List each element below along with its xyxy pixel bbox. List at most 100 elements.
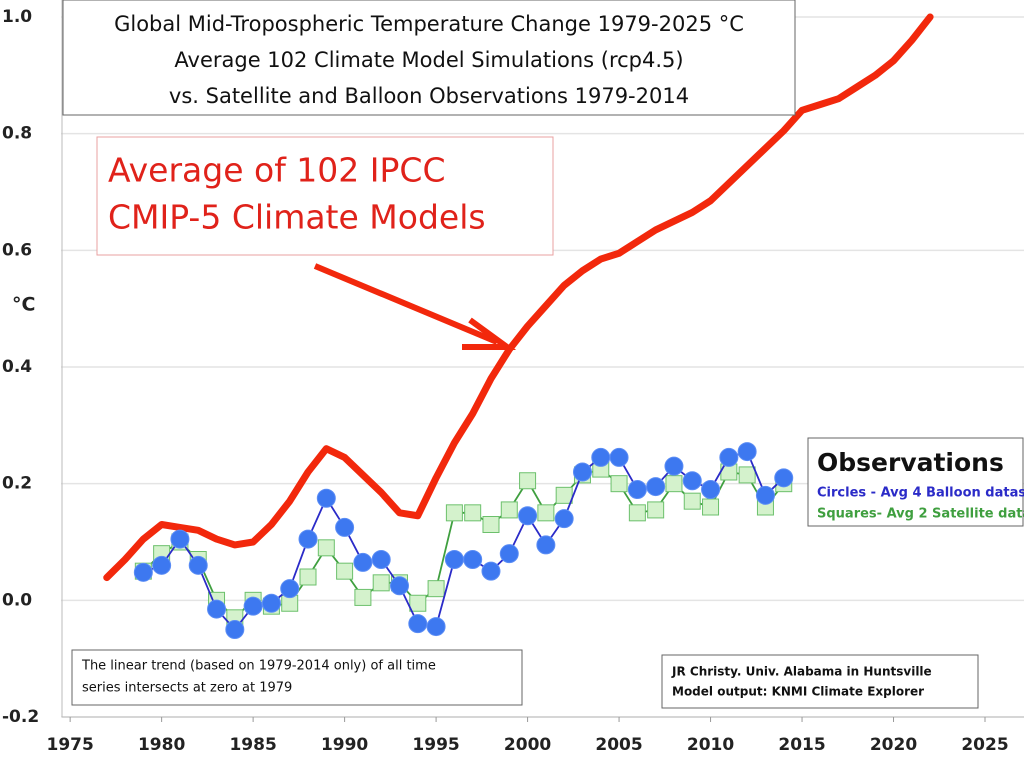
y-tick-label: 1.0 <box>2 7 32 27</box>
x-tick-label: 2010 <box>687 735 734 755</box>
data-point <box>683 492 701 510</box>
data-point <box>499 544 519 564</box>
title-box <box>62 0 796 116</box>
note: The linear trend (based on 1979-2014 onl… <box>81 659 436 674</box>
legend-entry: Circles - Avg 4 Balloon datase <box>817 486 1024 501</box>
data-point <box>774 468 794 488</box>
annotation: Average of 102 IPCC <box>108 151 446 190</box>
y-axis-label: °C <box>12 294 35 316</box>
data-point <box>317 539 335 557</box>
data-point <box>188 555 208 575</box>
data-point <box>389 576 409 596</box>
data-point <box>408 614 428 634</box>
credit-box <box>661 654 979 709</box>
data-point <box>682 471 702 491</box>
data-point <box>500 501 518 519</box>
chart-title: vs. Satellite and Balloon Observations 1… <box>169 84 689 108</box>
series-line <box>103 13 934 582</box>
data-point <box>610 475 628 493</box>
data-point <box>536 535 556 555</box>
data-point <box>464 504 482 522</box>
data-point <box>664 456 684 476</box>
data-point <box>409 594 427 612</box>
legend-entry: Squares- Avg 2 Satellite data <box>817 507 1024 522</box>
data-point <box>261 593 281 613</box>
x-tick-label: 1995 <box>412 735 459 755</box>
legend <box>807 437 1024 527</box>
y-tick-label: 0.4 <box>2 357 32 377</box>
note-box <box>71 649 523 706</box>
legend-title: Observations <box>817 448 1004 477</box>
data-point <box>353 552 373 572</box>
data-point <box>426 617 446 637</box>
data-point <box>591 447 611 467</box>
data-point <box>554 509 574 529</box>
data-point <box>335 517 355 537</box>
x-tick-label: 1980 <box>138 735 185 755</box>
data-point <box>316 488 336 508</box>
y-tick-label: 0.6 <box>2 240 32 260</box>
data-point <box>701 480 721 499</box>
data-point <box>170 529 190 549</box>
data-point <box>243 596 263 616</box>
x-tick-label: 2000 <box>504 735 551 755</box>
data-point <box>445 504 463 522</box>
x-tick-label: 1975 <box>46 735 93 755</box>
data-point <box>371 550 391 569</box>
data-point <box>665 475 683 493</box>
data-point <box>646 477 666 497</box>
data-point <box>463 550 483 569</box>
x-tick-label: 1990 <box>321 735 368 755</box>
data-point <box>555 486 573 504</box>
data-point <box>225 620 245 639</box>
data-point <box>482 516 500 533</box>
y-tick-label: -0.2 <box>2 707 39 727</box>
x-tick-label: 2015 <box>778 735 825 755</box>
annotation-box <box>96 136 554 256</box>
data-point <box>628 504 646 522</box>
data-point <box>298 529 318 549</box>
note: series intersects at zero at 1979 <box>82 681 292 696</box>
data-point <box>444 550 464 569</box>
data-point <box>481 561 501 581</box>
x-tick-label: 2005 <box>595 735 642 755</box>
annotation: CMIP-5 Climate Models <box>108 198 486 237</box>
chart-title: Average 102 Climate Model Simulations (r… <box>174 48 683 72</box>
data-point <box>719 447 739 467</box>
data-point <box>737 442 757 462</box>
data-point <box>299 568 317 586</box>
data-point <box>133 562 153 582</box>
data-point <box>702 498 720 516</box>
data-point <box>336 562 354 580</box>
x-tick-label: 1985 <box>229 735 276 755</box>
data-point <box>609 447 629 467</box>
credit: JR Christy. Univ. Alabama in Huntsville <box>671 665 932 679</box>
data-point <box>627 480 647 499</box>
data-point <box>354 588 372 606</box>
data-point <box>518 506 538 526</box>
data-point <box>427 580 445 598</box>
data-point <box>647 501 665 519</box>
data-point <box>280 579 300 599</box>
y-tick-label: 0.0 <box>2 590 32 610</box>
data-point <box>572 462 592 482</box>
series-layer <box>103 13 934 639</box>
data-point <box>537 504 555 522</box>
data-point <box>755 485 775 505</box>
y-tick-label: 0.8 <box>2 124 32 144</box>
x-tick-label: 2020 <box>870 735 917 755</box>
data-point <box>152 555 172 575</box>
data-point <box>519 472 537 490</box>
grid <box>61 16 1024 718</box>
y-tick-label: 0.2 <box>2 474 32 494</box>
arrow <box>313 263 499 345</box>
chart-title: Global Mid-Tropospheric Temperature Chan… <box>114 12 744 36</box>
data-point <box>738 466 756 484</box>
x-tick-label: 2025 <box>961 735 1008 755</box>
arrow-head <box>462 317 517 350</box>
credit: Model output: KNMI Climate Explorer <box>672 685 924 699</box>
data-point <box>372 574 390 592</box>
data-point <box>207 599 227 619</box>
